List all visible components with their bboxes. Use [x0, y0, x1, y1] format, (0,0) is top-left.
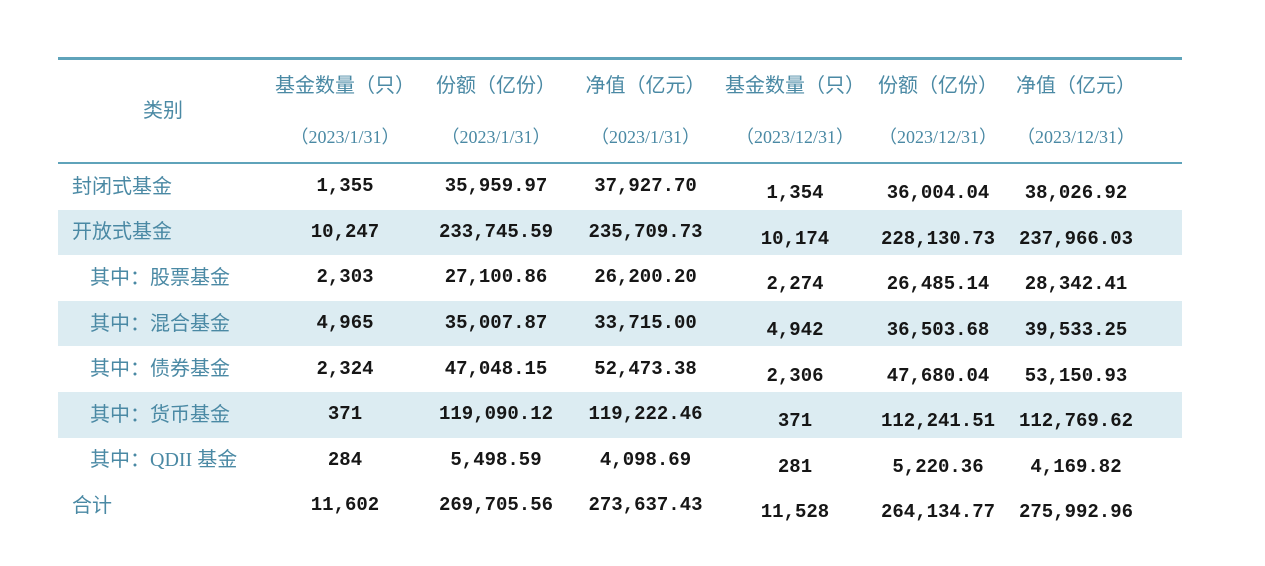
fund-statistics-table: 类别 基金数量（只） （2023/1/31） 份额（亿份） （2023/1/31） 净值…	[58, 57, 1182, 529]
value-cell: 37,927.70	[594, 175, 697, 198]
value-cell: 119,222.46	[588, 403, 703, 426]
value-cell: 35,007.87	[444, 312, 548, 335]
value-cell: 112,241.51	[880, 410, 996, 433]
column-header-date: （2023/1/31）	[441, 127, 551, 147]
value-cell: 371	[777, 410, 813, 433]
value-cell: 36,004.04	[886, 182, 990, 205]
column-header-label: 基金数量（只）	[275, 75, 415, 97]
column-header-date: （2023/12/31）	[878, 127, 997, 147]
category-cell: 其中：债券基金	[90, 358, 230, 381]
column-header: 净值（亿元） （2023/12/31）	[1007, 76, 1182, 146]
column-header-date: （2023/12/31）	[1016, 127, 1135, 147]
value-cell: 11,602	[310, 494, 380, 517]
column-header-date: （2023/1/31）	[590, 127, 700, 147]
value-cell: 2,303	[316, 266, 374, 289]
value-cell: 269,705.56	[438, 494, 554, 517]
value-cell: 28,342.41	[1024, 273, 1128, 296]
category-cell: 其中：QDII 基金	[90, 449, 238, 472]
column-header: 份额（亿份） （2023/12/31）	[869, 76, 1007, 146]
column-header-label: 净值（亿元）	[585, 75, 706, 97]
table-row: 其中：QDII 基金 284 5,498.59 4,098.69 281 5,220.36…	[58, 438, 1182, 484]
table-row: 其中：债券基金 2,324 47,048.15 52,473.38 2,306 47,68…	[58, 346, 1182, 392]
value-cell: 4,965	[316, 312, 374, 335]
column-header-date: （2023/1/31）	[290, 127, 400, 147]
value-cell: 237,966.03	[1018, 227, 1134, 250]
value-cell: 2,274	[766, 273, 824, 296]
table-row: 其中：混合基金 4,965 35,007.87 33,715.00 4,942 36,50…	[58, 300, 1182, 347]
value-cell: 112,769.62	[1018, 410, 1134, 433]
value-cell: 1,355	[316, 175, 374, 198]
value-cell: 264,134.77	[880, 501, 996, 524]
value-cell: 4,169.82	[1030, 455, 1122, 478]
value-cell: 53,150.93	[1024, 364, 1128, 387]
table-row: 封闭式基金 1,355 35,959.97 37,927.70 1,354 36,004.…	[58, 164, 1182, 210]
column-header-label: 基金数量（只）	[725, 75, 865, 97]
table-row: 合计 11,602 269,705.56 273,637.43 11,528 264,13…	[58, 483, 1182, 529]
value-cell: 4,098.69	[599, 448, 692, 471]
value-cell: 5,220.36	[892, 455, 984, 478]
category-cell: 其中：货币基金	[90, 403, 230, 426]
value-cell: 275,992.96	[1018, 501, 1134, 524]
table-body: 封闭式基金 1,355 35,959.97 37,927.70 1,354 36,004.…	[58, 164, 1182, 529]
table-row: 其中：股票基金 2,303 27,100.86 26,200.20 2,274 26,48…	[58, 255, 1182, 301]
value-cell: 10,174	[760, 227, 830, 250]
category-cell: 开放式基金	[72, 221, 172, 244]
column-header-label: 净值（亿元）	[1016, 75, 1136, 97]
value-cell: 36,503.68	[886, 319, 990, 342]
value-cell: 228,130.73	[880, 227, 996, 250]
category-column-header: 类别	[143, 100, 183, 122]
table-row: 开放式基金 10,247 233,745.59 235,709.73 10,174 228…	[58, 209, 1182, 256]
value-cell: 371	[327, 403, 363, 426]
value-cell: 33,715.00	[594, 312, 697, 335]
value-cell: 284	[327, 448, 363, 471]
value-cell: 47,680.04	[886, 364, 990, 387]
category-cell: 封闭式基金	[72, 175, 172, 198]
column-header: 份额（亿份） （2023/1/31）	[422, 76, 570, 146]
value-cell: 1,354	[766, 182, 824, 205]
value-cell: 35,959.97	[444, 175, 548, 198]
column-header: 基金数量（只） （2023/1/31）	[268, 76, 422, 146]
value-cell: 11,528	[760, 501, 830, 524]
value-cell: 27,100.86	[444, 266, 548, 289]
value-cell: 52,473.38	[594, 357, 697, 380]
table-row: 其中：货币基金 371 119,090.12 119,222.46 371 112,241…	[58, 391, 1182, 438]
value-cell: 26,485.14	[886, 273, 990, 296]
column-header-label: 份额（亿份）	[436, 75, 556, 97]
value-cell: 10,247	[310, 220, 380, 243]
value-cell: 4,942	[766, 319, 824, 342]
value-cell: 47,048.15	[444, 357, 548, 380]
value-cell: 5,498.59	[450, 448, 542, 471]
value-cell: 273,637.43	[588, 494, 703, 517]
category-cell: 其中：股票基金	[90, 266, 230, 289]
category-cell: 其中：混合基金	[90, 312, 230, 335]
value-cell: 39,533.25	[1024, 319, 1128, 342]
value-cell: 119,090.12	[438, 403, 554, 426]
column-header-label: 份额（亿份）	[878, 75, 998, 97]
value-cell: 2,306	[766, 364, 824, 387]
table-header-row: 类别 基金数量（只） （2023/1/31） 份额（亿份） （2023/1/31） 净值…	[58, 57, 1182, 164]
column-header-date: （2023/12/31）	[735, 127, 854, 147]
value-cell: 38,026.92	[1024, 182, 1128, 205]
column-header: 净值（亿元） （2023/1/31）	[570, 76, 721, 146]
category-cell: 合计	[72, 494, 112, 517]
value-cell: 26,200.20	[594, 266, 697, 289]
value-cell: 281	[777, 455, 813, 478]
value-cell: 235,709.73	[588, 220, 703, 243]
value-cell: 2,324	[316, 357, 374, 380]
column-header: 基金数量（只） （2023/12/31）	[721, 76, 869, 146]
value-cell: 233,745.59	[438, 220, 554, 243]
